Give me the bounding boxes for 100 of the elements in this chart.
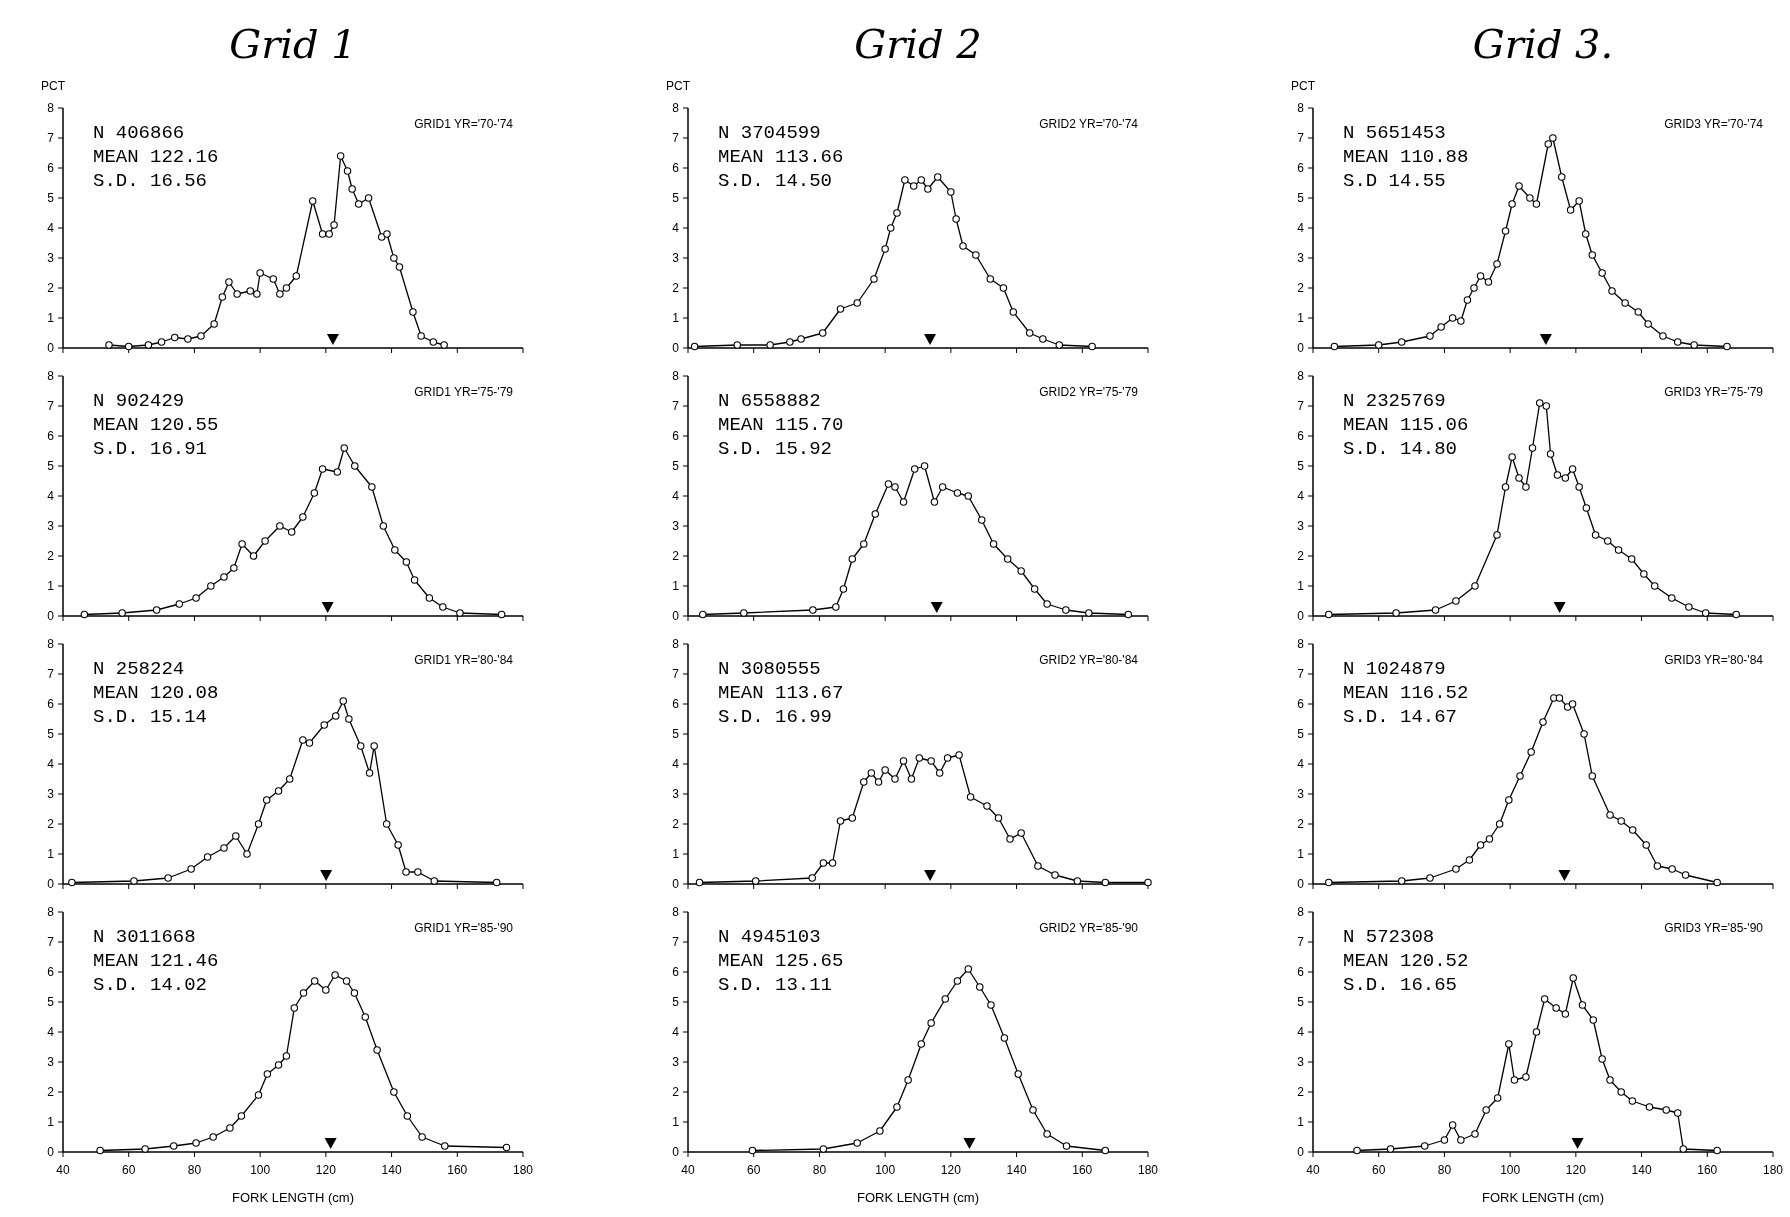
point [740, 609, 748, 617]
point [1575, 197, 1583, 205]
point [253, 290, 261, 298]
point [947, 188, 955, 196]
point [377, 233, 386, 241]
y-tick-label: 3 [47, 1055, 55, 1070]
point [1073, 877, 1082, 885]
point [1505, 1040, 1513, 1048]
point [368, 483, 376, 491]
y-tick-label: 6 [1297, 161, 1305, 176]
point [1561, 474, 1570, 482]
y-axis-title: PCT [41, 79, 66, 93]
y-tick-label: 3 [47, 251, 55, 266]
point [828, 859, 837, 867]
point [1526, 194, 1534, 202]
y-tick-label: 1 [47, 579, 55, 594]
point [874, 778, 883, 786]
y-tick-label: 6 [47, 161, 55, 176]
y-tick-label: 2 [1297, 281, 1305, 296]
point [1508, 200, 1516, 208]
point [1617, 817, 1625, 825]
point [1532, 200, 1541, 208]
point [1614, 546, 1623, 554]
point [492, 878, 501, 887]
x-tick-label: 60 [122, 1163, 136, 1177]
point [1017, 567, 1025, 575]
y-tick-label: 5 [1297, 459, 1305, 474]
x-tick-label: 180 [1137, 1163, 1159, 1177]
point [299, 989, 308, 997]
y-tick-label: 5 [47, 191, 55, 206]
point [1588, 772, 1597, 780]
point [254, 820, 263, 828]
point [394, 841, 402, 849]
point [987, 1001, 995, 1009]
point [299, 736, 307, 744]
y-tick-label: 2 [1297, 1085, 1305, 1100]
point [321, 602, 334, 613]
x-tick-label: 80 [812, 1163, 827, 1177]
point [1557, 173, 1566, 181]
point [351, 462, 359, 470]
point [1732, 610, 1740, 619]
point [870, 275, 878, 283]
annotation: N 2325769 [1343, 390, 1446, 412]
point [1043, 600, 1051, 608]
y-tick-label: 5 [47, 459, 55, 474]
x-tick-label: 140 [1631, 1163, 1652, 1177]
point [910, 465, 919, 473]
point [1539, 334, 1552, 345]
annotation: S.D. 15.92 [718, 438, 833, 460]
point [269, 275, 278, 283]
point [977, 516, 986, 524]
point [1051, 871, 1059, 879]
point [373, 1046, 381, 1054]
point [1440, 1136, 1449, 1144]
chart-title: Grid 1 [229, 21, 357, 67]
y-tick-label: 6 [1297, 697, 1305, 712]
y-tick-label: 0 [47, 609, 55, 624]
point [938, 483, 947, 491]
point [953, 977, 962, 985]
point [1645, 1103, 1654, 1111]
point [282, 1052, 291, 1060]
point [893, 209, 901, 217]
point [237, 1112, 246, 1120]
x-tick-label: 100 [250, 1163, 271, 1177]
y-tick-label: 4 [1297, 1025, 1305, 1040]
point [909, 182, 918, 190]
point [364, 194, 373, 202]
x-tick-label: 180 [512, 1163, 534, 1177]
point [256, 269, 264, 277]
point [1553, 602, 1566, 613]
y-tick-label: 3 [47, 519, 55, 534]
y-tick-label: 4 [672, 489, 680, 504]
y-tick-label: 2 [47, 817, 55, 832]
point [1014, 1070, 1022, 1078]
point [322, 986, 330, 994]
point [1029, 1106, 1037, 1114]
point [1566, 206, 1575, 214]
annotation: S.D. 16.91 [93, 438, 208, 460]
chart-title: Grid 3. [1472, 21, 1614, 67]
y-tick-label: 5 [1297, 191, 1305, 206]
y-tick-label: 0 [1297, 609, 1305, 624]
point [187, 865, 195, 873]
point [440, 341, 448, 349]
point [1546, 450, 1555, 458]
y-tick-label: 7 [47, 935, 55, 950]
y-tick-label: 8 [672, 101, 680, 116]
y-tick-label: 8 [47, 637, 55, 652]
point [356, 742, 365, 750]
annotation: N 902429 [93, 390, 185, 412]
point [1528, 444, 1537, 452]
y-tick-label: 2 [672, 817, 680, 832]
y-tick-label: 7 [1297, 399, 1305, 414]
point [963, 1138, 976, 1149]
point [935, 769, 944, 777]
point [927, 757, 935, 765]
point [933, 173, 942, 181]
point [955, 751, 963, 759]
point [1571, 1138, 1584, 1149]
x-tick-label: 40 [56, 1163, 70, 1177]
point [318, 465, 327, 473]
